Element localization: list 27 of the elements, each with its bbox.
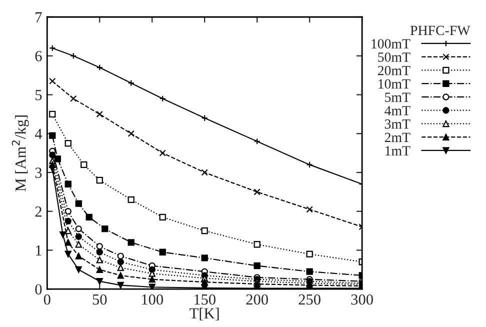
- y-tick-label: 4: [34, 128, 42, 139]
- x-tick-label: 50: [92, 294, 107, 305]
- legend-label: 5mT: [385, 92, 410, 102]
- legend-label: 1mT: [386, 146, 410, 156]
- x-tick-label: 200: [246, 294, 268, 305]
- legend-title: PHFC-FW: [410, 26, 470, 36]
- legend-label: 4mT: [384, 106, 410, 116]
- legend-label: 20mT: [378, 66, 410, 76]
- y-tick-label: 2: [35, 206, 42, 217]
- legend-label: 2mT: [384, 132, 410, 142]
- y-tick-label: 5: [36, 90, 42, 100]
- y-tick-label: 7: [36, 12, 42, 22]
- x-tick-label: 300: [351, 294, 373, 305]
- legend-label: 3mT: [384, 119, 410, 129]
- x-axis-title: T[K]: [190, 308, 219, 320]
- y-tick-label: 3: [35, 168, 42, 178]
- legend-label: 10mT: [378, 79, 410, 89]
- legend-label: 100mT: [372, 39, 410, 48]
- x-tick-label: 250: [298, 294, 320, 305]
- y-tick-label: 1: [36, 245, 42, 256]
- legend-label: 50mT: [378, 52, 410, 62]
- x-tick-label: 100: [142, 294, 163, 305]
- y-tick-label: 0: [35, 284, 42, 295]
- x-tick-label: 150: [194, 294, 216, 305]
- y-axis-title: M [Am$^{2}$/kg]: [12, 116, 29, 192]
- x-tick-label: 0: [44, 294, 50, 305]
- y-tick-label: 6: [35, 51, 42, 62]
